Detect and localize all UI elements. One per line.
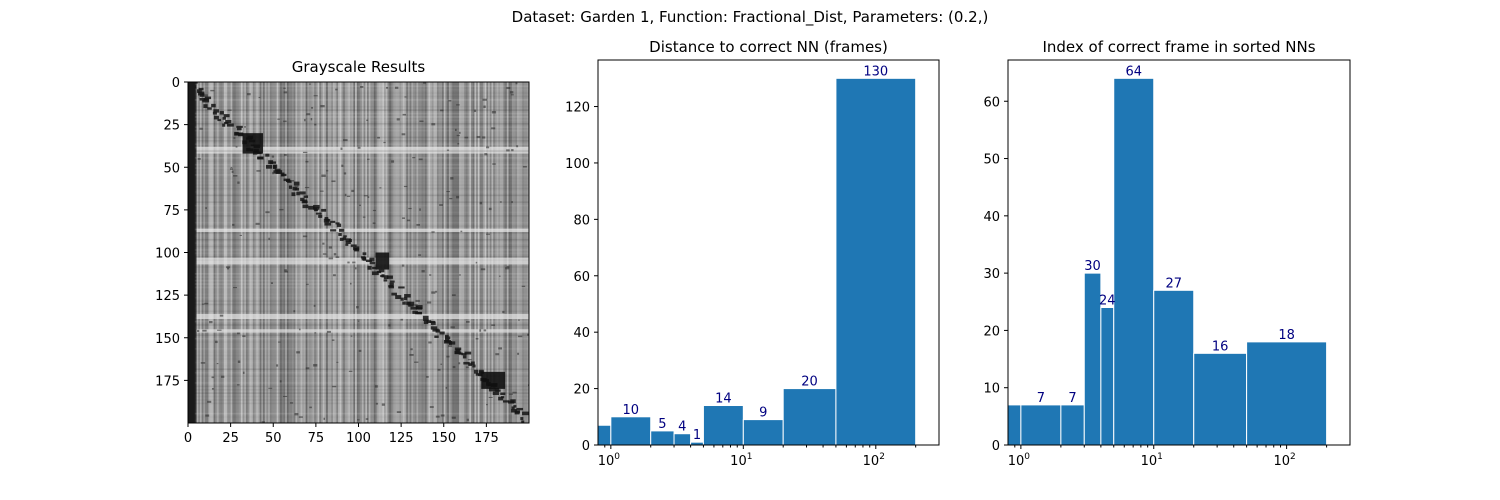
heatmap-y-tick-label: 175 xyxy=(155,374,180,389)
index-hist-y-tick-label: 40 xyxy=(983,210,1000,225)
index-hist-bar xyxy=(1113,77,1155,445)
index-hist-bar-label: 7 xyxy=(1068,391,1076,406)
index-hist-bar xyxy=(1153,289,1195,445)
index-hist-y-tick-label: 50 xyxy=(983,153,1000,168)
figure-suptitle: Dataset: Garden 1, Function: Fractional_… xyxy=(512,8,989,27)
heatmap-x-tick-label: 175 xyxy=(474,431,499,446)
heatmap-y-tick-label: 50 xyxy=(163,161,180,176)
heatmap-y-tick-label: 100 xyxy=(155,247,180,262)
heatmap-x-tick-label: 25 xyxy=(222,431,239,446)
distance-hist-x-tick-label: 101 xyxy=(730,452,752,469)
index-hist-bar xyxy=(1193,352,1248,445)
distance-hist-y-tick-label: 0 xyxy=(582,439,590,454)
distance-hist-bar xyxy=(610,416,652,445)
distance-hist-bar xyxy=(782,388,837,445)
heatmap-y-tick-label: 75 xyxy=(163,204,180,219)
index-hist-bar-label: 16 xyxy=(1212,339,1229,354)
index-hist-bar-label: 64 xyxy=(1125,64,1142,79)
distance-hist-x-tick-label: 100 xyxy=(598,452,621,469)
distance-hist-bar-label: 9 xyxy=(759,406,767,421)
heatmap-image xyxy=(188,82,529,423)
heatmap-y-tick-label: 0 xyxy=(172,76,180,91)
heatmap-x-tick-label: 0 xyxy=(184,431,192,446)
distance-hist-bar-label: 130 xyxy=(863,64,888,79)
index-hist-y-tick-label: 20 xyxy=(983,324,1000,339)
distance-hist-frame xyxy=(597,59,940,446)
index-hist-bar xyxy=(1246,341,1328,445)
heatmap-x-tick-label: 75 xyxy=(308,431,325,446)
heatmap-y-tick-label: 25 xyxy=(163,119,180,134)
distance-hist-bar-label: 1 xyxy=(693,428,701,443)
distance-hist-y-tick-label: 20 xyxy=(573,383,590,398)
distance-hist-bars xyxy=(598,77,917,445)
index-hist-bars xyxy=(1008,77,1328,445)
distance-hist-bar xyxy=(742,419,784,445)
distance-hist-y-tick-label: 120 xyxy=(565,101,590,116)
index-hist-bar xyxy=(1060,404,1085,445)
index-hist-y-tick-label: 10 xyxy=(983,382,1000,397)
distance-hist-y-tick-label: 40 xyxy=(573,326,590,341)
distance-hist-y-tick-label: 80 xyxy=(573,213,590,228)
distance-hist-bar-label: 4 xyxy=(678,420,686,435)
heatmap-x-tick-label: 125 xyxy=(389,431,414,446)
heatmap-y-tick-label: 150 xyxy=(155,332,180,347)
distance-histogram-panel: Distance to correct NN (frames) 10 5 41 14 9 2… xyxy=(565,38,940,469)
index-hist-frame xyxy=(1007,59,1351,446)
distance-hist-bar-label: 10 xyxy=(623,403,640,418)
distance-hist-bar xyxy=(650,430,675,445)
distance-hist-x-tick-label: 102 xyxy=(863,452,885,469)
distance-hist-title: Distance to correct NN (frames) xyxy=(649,38,888,56)
distance-hist-y-tick-label: 100 xyxy=(565,157,590,172)
index-hist-bar-label: 18 xyxy=(1278,328,1295,343)
index-hist-bar xyxy=(1020,404,1062,445)
index-hist-x-tick-label: 101 xyxy=(1141,452,1163,469)
index-hist-y-tick-label: 30 xyxy=(983,267,1000,282)
index-hist-bar-label: 24 xyxy=(1099,294,1116,309)
index-hist-x-tick-label: 102 xyxy=(1273,452,1295,469)
index-histogram-panel: Index of correct frame in sorted NNs 7 7 30… xyxy=(983,38,1351,469)
index-hist-bar-label: 7 xyxy=(1037,391,1045,406)
distance-hist-bar-label: 14 xyxy=(715,392,732,407)
heatmap-x-tick-label: 50 xyxy=(265,431,282,446)
index-hist-bar-label: 30 xyxy=(1084,259,1101,274)
heatmap-x-tick-label: 150 xyxy=(431,431,456,446)
distance-hist-bar xyxy=(835,77,917,445)
index-hist-y-tick-label: 60 xyxy=(983,95,1000,110)
index-hist-x-tick-label: 100 xyxy=(1008,452,1031,469)
heatmap-title: Grayscale Results xyxy=(292,58,426,76)
index-hist-bar xyxy=(1100,307,1115,445)
distance-hist-y-tick-label: 60 xyxy=(573,270,590,285)
distance-hist-bar xyxy=(673,433,692,445)
distance-hist-bar xyxy=(702,405,744,445)
heatmap-panel: Grayscale Results 0 25 50 75 100 125 150 175 0 25 5… xyxy=(155,58,530,446)
index-hist-title: Index of correct frame in sorted NNs xyxy=(1042,38,1315,56)
heatmap-x-tick-label: 100 xyxy=(346,431,371,446)
index-hist-bar-label: 27 xyxy=(1165,276,1182,291)
heatmap-y-tick-label: 125 xyxy=(155,289,180,304)
distance-hist-bar-label: 5 xyxy=(658,417,666,432)
distance-hist-bar-label: 20 xyxy=(801,375,818,390)
index-hist-y-tick-label: 0 xyxy=(992,439,1000,454)
